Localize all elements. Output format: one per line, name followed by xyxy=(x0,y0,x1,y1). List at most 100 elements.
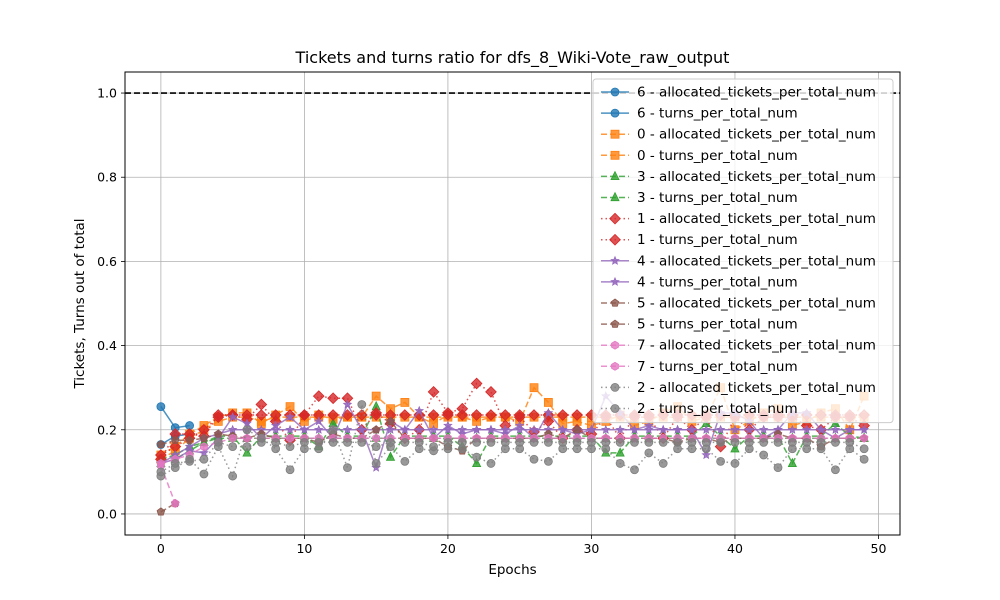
data-point xyxy=(610,191,620,202)
data-point xyxy=(500,437,510,447)
data-point xyxy=(400,456,410,466)
data-point xyxy=(214,429,223,438)
y-axis-label: Tickets, Turns out of total xyxy=(72,218,88,389)
data-point xyxy=(184,441,195,451)
data-point xyxy=(500,424,511,434)
legend-label: 2 - turns_per_total_num xyxy=(637,401,798,417)
data-point xyxy=(185,435,194,444)
data-point xyxy=(844,424,855,434)
data-point xyxy=(242,425,252,435)
legend-item: 0 - allocated_tickets_per_total_num xyxy=(601,127,876,143)
data-point xyxy=(644,424,654,434)
data-point xyxy=(256,437,266,447)
data-point xyxy=(443,424,453,434)
y-tick-label: 0.6 xyxy=(97,254,117,269)
data-point xyxy=(630,465,639,475)
series-line xyxy=(160,441,865,473)
x-tick-label: 10 xyxy=(296,541,312,556)
data-point xyxy=(170,459,180,468)
data-point xyxy=(227,424,238,434)
data-point xyxy=(255,409,268,421)
legend-label: 0 - turns_per_total_num xyxy=(637,148,798,164)
data-point xyxy=(156,440,166,449)
data-point xyxy=(156,402,166,412)
data-point xyxy=(228,471,238,481)
data-point xyxy=(572,425,582,434)
y-tick-label: 0.0 xyxy=(97,506,117,521)
data-point xyxy=(571,409,583,421)
data-point xyxy=(427,409,440,421)
data-point xyxy=(629,424,640,434)
data-point xyxy=(600,424,611,434)
data-point xyxy=(371,442,381,452)
legend-label: 7 - allocated_tickets_per_total_num xyxy=(637,338,876,354)
data-point xyxy=(610,87,620,97)
data-point xyxy=(428,424,439,434)
data-point xyxy=(744,424,755,434)
data-point xyxy=(385,451,396,461)
data-point xyxy=(185,456,194,466)
data-point xyxy=(557,424,568,434)
data-point xyxy=(611,361,619,371)
data-point xyxy=(357,437,367,447)
data-point xyxy=(357,424,367,434)
data-point xyxy=(313,416,324,426)
data-point xyxy=(199,454,209,464)
data-point xyxy=(456,409,469,421)
data-point xyxy=(730,437,740,447)
data-point xyxy=(610,298,620,307)
data-point xyxy=(658,424,668,434)
legend-label: 2 - allocated_tickets_per_total_num xyxy=(637,380,876,396)
data-point xyxy=(556,409,569,421)
data-point xyxy=(529,424,539,434)
data-point xyxy=(171,498,180,508)
data-point xyxy=(543,407,554,418)
data-point xyxy=(443,437,453,447)
data-point xyxy=(601,437,611,447)
data-point xyxy=(414,424,425,434)
data-point xyxy=(787,457,798,468)
data-point xyxy=(427,386,440,398)
legend-label: 7 - turns_per_total_num xyxy=(637,359,798,375)
data-point xyxy=(558,437,568,447)
data-point xyxy=(357,400,367,409)
data-point xyxy=(609,212,621,225)
y-tick-label: 0.8 xyxy=(97,170,117,185)
data-point xyxy=(442,409,454,421)
data-point xyxy=(499,409,512,421)
series-line xyxy=(160,465,176,504)
data-point xyxy=(630,437,639,447)
data-point xyxy=(413,409,426,421)
data-point xyxy=(514,424,525,434)
data-point xyxy=(398,409,411,421)
legend-label: 3 - allocated_tickets_per_total_num xyxy=(637,169,876,185)
chart-title: Tickets and turns ratio for dfs_8_Wiki-V… xyxy=(295,48,730,68)
data-point xyxy=(371,459,381,468)
data-point xyxy=(787,424,798,434)
legend-item: 3 - turns_per_total_num xyxy=(601,190,798,206)
legend-item: 6 - turns_per_total_num xyxy=(601,106,798,122)
series-0 xyxy=(156,402,194,433)
data-point xyxy=(831,437,840,447)
data-point xyxy=(470,409,483,421)
data-point xyxy=(486,459,496,468)
data-point xyxy=(759,450,769,460)
data-point xyxy=(644,437,654,447)
data-point xyxy=(716,456,726,466)
data-point xyxy=(715,424,726,434)
data-point xyxy=(543,398,553,407)
legend-item: 5 - allocated_tickets_per_total_num xyxy=(601,296,876,312)
data-point xyxy=(787,437,797,447)
y-tick-label: 1.0 xyxy=(97,86,117,101)
data-point xyxy=(572,437,582,447)
data-point xyxy=(313,424,324,434)
data-point xyxy=(199,469,209,479)
data-point xyxy=(343,463,352,473)
data-point xyxy=(610,255,620,265)
data-point xyxy=(457,424,468,434)
legend-label: 5 - allocated_tickets_per_total_num xyxy=(637,296,876,312)
x-tick-label: 30 xyxy=(583,541,599,556)
data-point xyxy=(543,456,553,466)
data-point xyxy=(610,404,620,413)
